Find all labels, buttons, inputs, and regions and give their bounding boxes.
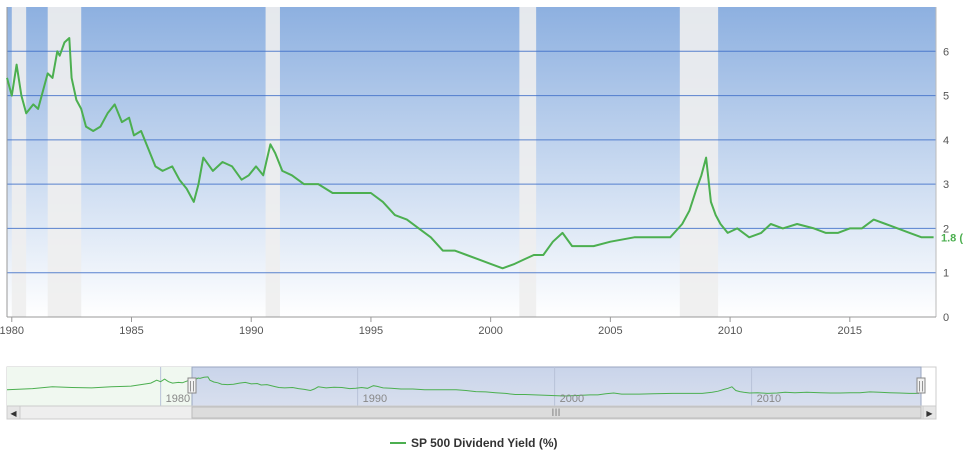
right-arrow-icon: ▶ [926, 409, 933, 418]
y-tick-label: 3 [943, 179, 949, 191]
scrollbar[interactable]: III ◀ ▶ [6, 405, 937, 420]
scrollbar-thumb[interactable] [191, 406, 922, 419]
x-axis: 1980 1985 1990 1995 2000 2005 2010 2015 [0, 317, 862, 337]
x-tick-label: 2015 [838, 325, 862, 337]
recession-band [11, 7, 27, 317]
navigator-tick-label: 1980 [166, 393, 190, 405]
recession-bands [11, 7, 719, 317]
last-value-label: 1.8 ( [941, 232, 963, 244]
navigator-tick-label: 2010 [757, 393, 781, 405]
x-tick-label: 1980 [0, 325, 24, 337]
x-tick-label: 1995 [359, 325, 383, 337]
plot-background [7, 7, 936, 317]
scrollbar-left-arrow-button[interactable]: ◀ [6, 405, 21, 420]
x-tick-label: 1990 [239, 325, 263, 337]
navigator[interactable]: 1980 1990 2000 2010 || || [6, 366, 937, 407]
legend[interactable]: SP 500 Dividend Yield (%) [390, 436, 558, 450]
y-tick-label: 2 [943, 223, 949, 235]
navigator-handle-right-glyph: || [918, 380, 924, 392]
series-line-dividend-yield [6, 37, 934, 270]
y-tick-label: 0 [943, 312, 949, 324]
x-tick-label: 2000 [478, 325, 502, 337]
y-tick-label: 4 [943, 135, 949, 147]
recession-band [519, 7, 537, 317]
navigator-tick-label: 2000 [560, 393, 584, 405]
x-tick-label: 2005 [598, 325, 622, 337]
navigator-grid [160, 367, 753, 406]
recession-band [265, 7, 280, 317]
navigator-selected-range[interactable] [191, 366, 922, 407]
recession-band [47, 7, 82, 317]
navigator-handle-left[interactable]: || [187, 377, 197, 394]
scrollbar-right-arrow-button[interactable]: ▶ [922, 405, 937, 420]
y-tick-label: 6 [943, 46, 949, 58]
navigator-handle-right[interactable]: || [916, 377, 926, 394]
recession-band [679, 7, 719, 317]
y-tick-label: 5 [943, 91, 949, 103]
y-tick-label: 1 [943, 268, 949, 280]
navigator-handle-left-glyph: || [189, 380, 195, 392]
navigator-axis: 1980 1990 2000 2010 [166, 393, 781, 405]
x-tick-label: 1985 [119, 325, 143, 337]
left-arrow-icon: ◀ [10, 409, 17, 418]
navigator-outside-left [7, 367, 192, 406]
scrollbar-grip-icon: III [551, 407, 560, 419]
x-tick-label: 2010 [718, 325, 742, 337]
navigator-series-line [6, 376, 919, 397]
legend-item-label[interactable]: SP 500 Dividend Yield (%) [411, 436, 558, 450]
navigator-tick-label: 1990 [363, 393, 387, 405]
y-axis: 0 1 2 3 4 5 6 [943, 46, 949, 324]
